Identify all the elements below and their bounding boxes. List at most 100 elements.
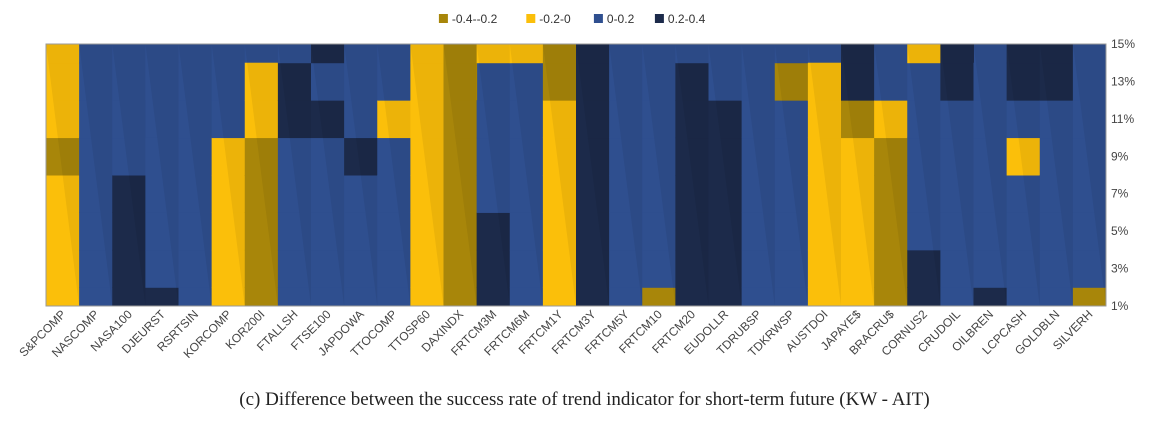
heatmap-cell — [940, 249, 974, 288]
heatmap-cell — [178, 175, 213, 213]
heatmap-cell — [476, 212, 511, 251]
heatmap-cell — [642, 249, 676, 288]
heatmap-cell — [344, 44, 378, 64]
heatmap-cell — [211, 287, 246, 307]
surface-facet — [907, 44, 941, 306]
heatmap-cell — [741, 62, 776, 101]
legend-label: -0.2-0 — [539, 12, 571, 26]
heatmap-cell — [708, 212, 743, 251]
heatmap-cell — [443, 62, 478, 101]
heatmap-cell — [509, 137, 544, 176]
y-tick-label: 11% — [1111, 112, 1134, 126]
heatmap-cell — [178, 212, 213, 251]
heatmap-cell — [973, 212, 1008, 251]
y-tick-label: 5% — [1111, 224, 1129, 238]
heatmap-cell — [277, 137, 312, 176]
heatmap-cell — [79, 44, 113, 64]
heatmap-cell — [576, 249, 610, 288]
heatmap-cell — [576, 44, 610, 64]
heatmap-cell — [642, 100, 676, 139]
heatmap-cell — [178, 287, 213, 307]
y-axis: 1% 3% 5% 7% 9% 11% 13% 15% — [1111, 37, 1135, 313]
heatmap-cell — [973, 137, 1008, 176]
heatmap-cell — [874, 287, 908, 307]
x-axis: S&PCOMPNASCOMPNASA100DJEURSTRSRTSINKORCO… — [16, 307, 1095, 361]
heatmap-cell — [410, 100, 444, 139]
heatmap-cell — [410, 44, 444, 64]
heatmap-cell — [675, 212, 709, 251]
heatmap-cell — [112, 249, 146, 288]
legend-swatch — [526, 14, 536, 23]
heatmap-cell — [79, 175, 113, 213]
heatmap-cell — [377, 287, 411, 307]
heatmap-cell — [178, 249, 213, 288]
heatmap-cell — [542, 287, 577, 307]
heatmap-cell — [112, 137, 146, 176]
heatmap-cell — [874, 175, 908, 213]
heatmap-cell — [1006, 100, 1041, 139]
heatmap-cell — [940, 175, 974, 213]
heatmap-cell — [807, 287, 842, 307]
heatmap-cell — [675, 62, 709, 101]
heatmap-cell — [410, 62, 444, 101]
heatmap-cell — [1039, 287, 1074, 307]
heatmap-cell — [642, 62, 676, 101]
heatmap-cell — [410, 249, 444, 288]
surface-facet — [410, 44, 444, 306]
heatmap-cell — [675, 137, 709, 176]
surface-facet — [807, 44, 841, 306]
heatmap-cell — [443, 100, 478, 139]
heatmap-cell — [277, 175, 312, 213]
heatmap-cell — [741, 137, 776, 176]
heatmap-cell — [841, 249, 875, 288]
surface-facet — [642, 44, 676, 306]
legend-swatch — [593, 14, 603, 23]
heatmap-cell — [907, 287, 941, 307]
heatmap-cell — [1039, 100, 1074, 139]
heatmap-cell — [1072, 212, 1107, 251]
heatmap-cell — [211, 100, 246, 139]
heatmap-cell — [874, 137, 908, 176]
heatmap-cell — [542, 137, 577, 176]
heatmap-cell — [907, 44, 941, 64]
heatmap-cell — [874, 249, 908, 288]
heatmap-cell — [1039, 175, 1074, 213]
heatmap-cell — [244, 287, 279, 307]
heatmap-cell — [576, 287, 610, 307]
heatmap-cell — [973, 287, 1008, 307]
heatmap-cell — [377, 44, 411, 64]
heatmap-cell — [145, 212, 179, 251]
heatmap-cell — [509, 175, 544, 213]
heatmap-cell — [741, 287, 776, 307]
heatmap-cell — [807, 62, 842, 101]
heatmap-cell — [377, 212, 411, 251]
heatmap-cell — [311, 62, 345, 101]
heatmap-cell — [476, 249, 511, 288]
surface-facet — [940, 44, 974, 306]
heatmap-cell — [576, 212, 610, 251]
heatmap-cell — [344, 175, 378, 213]
heatmap-cell — [774, 62, 809, 101]
heatmap-cell — [774, 44, 809, 64]
heatmap-cell — [741, 100, 776, 139]
heatmap-cell — [741, 249, 776, 288]
heatmap-cell — [476, 137, 511, 176]
heatmap-cell — [874, 44, 908, 64]
heatmap-cell — [112, 212, 146, 251]
surface-facet — [973, 44, 1007, 306]
heatmap-cell — [277, 249, 312, 288]
heatmap-cell — [1006, 175, 1041, 213]
heatmap-cell — [112, 287, 146, 307]
heatmap-cell — [841, 44, 875, 64]
heatmap-cell — [46, 175, 80, 213]
heatmap-cell — [1006, 62, 1041, 101]
surface-facet — [377, 44, 411, 306]
heatmap-cell — [509, 44, 544, 64]
heatmap-cell — [675, 100, 709, 139]
heatmap-cell — [443, 175, 478, 213]
heatmap-cell — [410, 287, 444, 307]
heatmap-cell — [509, 100, 544, 139]
heatmap-cell — [277, 62, 312, 101]
heatmap-cell — [1039, 137, 1074, 176]
heatmap-cell — [79, 287, 113, 307]
